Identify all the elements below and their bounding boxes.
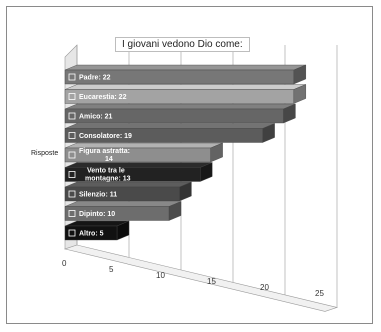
bar-top-6: [64, 181, 192, 188]
bar-5: [64, 167, 201, 182]
x-tick-label-5: 25: [315, 289, 324, 298]
bar-label-3: Consolatore: 19: [79, 133, 132, 140]
bar-8: [64, 225, 118, 241]
x-tick-label-1: 5: [109, 265, 114, 274]
bar-label-5: Vento tra le montagne: 13: [85, 168, 131, 183]
bar-label-8: Altro: 5: [79, 231, 104, 238]
bar-label-1: Eucarestia: 22: [79, 94, 127, 101]
bar-label-7: Dipinto: 10: [79, 211, 115, 218]
chart-plot: Padre: 22 Eucarestia: 22 Amico: 21 Consolat…: [63, 44, 339, 312]
bar-2: [64, 108, 284, 124]
bar-7: [64, 206, 170, 221]
bar-label-0: Padre: 22: [79, 75, 111, 82]
bar-label-2: Amico: 21: [79, 114, 113, 121]
chart-frame: Padre: 22 Eucarestia: 22 Amico: 21 Consolat…: [6, 6, 373, 324]
x-tick-label-0: 0: [62, 259, 67, 268]
bar-top-1: [64, 84, 306, 90]
x-tick-label-2: 10: [156, 271, 165, 280]
bar-3: [64, 128, 263, 143]
bar-label-marker-0: [68, 73, 76, 81]
bar-label-6: Silenzio: 11: [79, 192, 117, 199]
bar-label-marker-1: [68, 93, 76, 100]
bar-top-3: [64, 123, 275, 129]
chart-title: I giovani vedono Dio come:: [115, 37, 250, 52]
bar-label-marker-6: [68, 190, 76, 198]
bar-label-4: Figura astratta: 14: [79, 148, 130, 163]
bar-4: [64, 147, 211, 163]
x-tick-label-4: 20: [260, 283, 269, 292]
bar-6: [64, 186, 180, 202]
bar-top-7: [64, 201, 182, 207]
bar-label-marker-2: [68, 112, 76, 120]
bar-label-marker-5: [68, 171, 76, 178]
bar-top-0: [64, 64, 306, 71]
bar-top-2: [64, 103, 296, 110]
bar-label-marker-8: [68, 229, 76, 237]
y-axis-label: Risposte: [31, 150, 59, 157]
floor: [63, 244, 339, 312]
bar-label-marker-3: [68, 132, 76, 139]
bar-1: [64, 89, 295, 104]
x-tick-label-3: 15: [207, 277, 216, 286]
bar-label-marker-7: [68, 210, 76, 217]
bar-0: [64, 69, 295, 85]
bar-label-marker-4: [68, 151, 76, 159]
